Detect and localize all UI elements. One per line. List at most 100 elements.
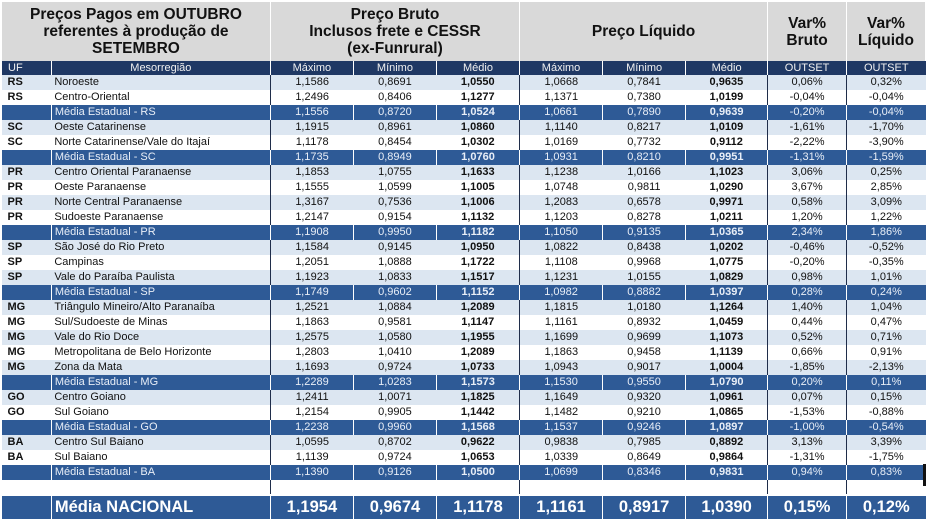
cell-mesorregiao: São José do Rio Preto bbox=[51, 240, 271, 255]
cell-bruto-minimo: 0,8406 bbox=[353, 90, 437, 105]
cell-bruto-maximo: 1,0595 bbox=[270, 435, 354, 450]
title-line: Preços Pagos em OUTUBRO bbox=[29, 6, 242, 23]
cell-uf: MG bbox=[1, 330, 52, 345]
cell-var-bruto: 3,06% bbox=[767, 165, 848, 180]
cell-var-liquido: -2,13% bbox=[846, 360, 926, 375]
cell-var-bruto: 0,98% bbox=[767, 270, 848, 285]
cell-bruto-maximo: 1,2411 bbox=[270, 390, 354, 405]
cell-uf: SP bbox=[1, 240, 52, 255]
cell-mesorregiao: Centro Goiano bbox=[51, 390, 271, 405]
column-header-bruto-minimo: Mínimo bbox=[352, 61, 437, 75]
cell-liquido-minimo: 0,9017 bbox=[602, 360, 686, 375]
cell-mesorregiao: Centro Sul Baiano bbox=[51, 435, 271, 450]
cell-liquido-medio: 0,9635 bbox=[685, 75, 769, 90]
cell-bruto-medio: 1,0950 bbox=[436, 240, 521, 255]
cell-liquido-medio: 0,8892 bbox=[685, 435, 769, 450]
cell-var-liquido: -1,75% bbox=[846, 450, 926, 465]
cell-uf: PR bbox=[1, 165, 52, 180]
spacer-cell bbox=[270, 480, 354, 495]
cell-bruto-maximo: 1,1923 bbox=[270, 270, 354, 285]
cell-bruto-minimo: 1,0888 bbox=[353, 255, 437, 270]
edge-bar bbox=[923, 464, 926, 486]
preco-bruto-header: Preço Bruto Inclusos frete e CESSR (ex-F… bbox=[269, 1, 521, 61]
column-header-bruto-medio: Médio bbox=[435, 61, 520, 75]
cell-bruto-maximo: 1,1863 bbox=[270, 315, 354, 330]
header-line: Líquido bbox=[858, 31, 914, 49]
cell-liquido-minimo: 0,8649 bbox=[602, 450, 686, 465]
cell-var-bruto: 0,58% bbox=[767, 195, 848, 210]
cell-bruto-maximo: 1,1556 bbox=[269, 105, 354, 120]
cell-liquido-minimo: 0,7890 bbox=[602, 105, 686, 120]
cell-bruto-medio: 1,1633 bbox=[436, 165, 521, 180]
cell-liquido-medio: 1,1023 bbox=[685, 165, 769, 180]
header-row-titles: Preços Pagos em OUTUBRO referentes à pro… bbox=[1, 1, 926, 61]
cell-bruto-medio: 1,1277 bbox=[436, 90, 521, 105]
table-row: GO Centro Goiano 1,2411 1,0071 1,1825 1,1649 0… bbox=[1, 390, 926, 405]
table-row: MG Metropolitana de Belo Horizonte 1,2803 1… bbox=[1, 345, 926, 360]
cell-liquido-medio: 1,0775 bbox=[685, 255, 769, 270]
cell-liquido-medio: 1,0365 bbox=[685, 225, 768, 240]
cell-bruto-minimo: 0,8702 bbox=[353, 435, 437, 450]
cell-uf bbox=[1, 375, 52, 390]
table-title: Preços Pagos em OUTUBRO referentes à pro… bbox=[1, 1, 271, 61]
cell-liquido-medio: 1,0829 bbox=[685, 270, 769, 285]
cell-uf: SP bbox=[1, 255, 52, 270]
cell-liquido-maximo: 1,1231 bbox=[519, 270, 603, 285]
cell-liquido-minimo: 0,9968 bbox=[602, 255, 686, 270]
spacer-cell bbox=[51, 480, 271, 495]
cell-var-liquido: 0,25% bbox=[846, 165, 926, 180]
cell-liquido-maximo: 1,0339 bbox=[519, 450, 603, 465]
cell-uf: PR bbox=[1, 180, 52, 195]
spacer-cell bbox=[1, 480, 52, 495]
cell-bruto-minimo: 0,8454 bbox=[353, 135, 437, 150]
column-header-row: UF Mesorregião Máximo Mínimo Médio Máxim… bbox=[1, 61, 926, 75]
cell-var-bruto: -1,00% bbox=[767, 420, 847, 435]
state-average-row: Média Estadual - GO 1,2238 0,9960 1,1568 1,1… bbox=[1, 420, 926, 435]
cell-bruto-minimo: 1,0410 bbox=[353, 345, 437, 360]
cell-liquido-minimo: 0,8346 bbox=[602, 465, 686, 480]
cell-var-liquido: -0,52% bbox=[846, 240, 926, 255]
cell-var-bruto: 0,66% bbox=[767, 345, 848, 360]
cell-bruto-medio: 1,1573 bbox=[435, 375, 520, 390]
header-line: Bruto bbox=[786, 31, 828, 49]
cell-var-bruto: -1,53% bbox=[767, 405, 848, 420]
cell-uf: BA bbox=[1, 450, 52, 465]
cell-mesorregiao: Oeste Catarinense bbox=[51, 120, 271, 135]
table-row: SC Norte Catarinense/Vale do Itajaí 1,1178… bbox=[1, 135, 926, 150]
cell-var-bruto: -0,20% bbox=[767, 105, 847, 120]
cell-bruto-medio: 1,1568 bbox=[435, 420, 520, 435]
state-average-row: Média Estadual - PR 1,1908 0,9950 1,1182 1,1… bbox=[1, 225, 926, 240]
cell-liquido-maximo: 1,1537 bbox=[519, 420, 603, 435]
cell-mesorregiao: Zona da Mata bbox=[51, 360, 271, 375]
cell-bruto-maximo: 1,1178 bbox=[270, 135, 354, 150]
cell-liquido-minimo: 0,6578 bbox=[602, 195, 686, 210]
cell-liquido-minimo: 0,9550 bbox=[602, 375, 686, 390]
header-line: (ex-Funrural) bbox=[347, 40, 443, 57]
cell-bruto-medio: 1,1517 bbox=[436, 270, 521, 285]
cell-var-bruto: 0,06% bbox=[767, 75, 848, 90]
cell-bruto-maximo: 1,2496 bbox=[270, 90, 354, 105]
cell-bruto-minimo: 1,0833 bbox=[353, 270, 437, 285]
cell-mesorregiao: Média Estadual - SC bbox=[50, 150, 271, 165]
cell-bruto-maximo: 1,1915 bbox=[270, 120, 354, 135]
cell-liquido-medio: 0,9639 bbox=[685, 105, 768, 120]
cell-liquido-minimo: 0,8932 bbox=[602, 315, 686, 330]
cell-bruto-medio: 1,1005 bbox=[436, 180, 521, 195]
column-header-liquido-minimo: Mínimo bbox=[602, 61, 686, 75]
cell-bruto-maximo: 1,1735 bbox=[269, 150, 354, 165]
column-header-liquido-maximo: Máximo bbox=[519, 61, 603, 75]
spacer-cell bbox=[353, 480, 437, 495]
cell-bruto-minimo: 0,9950 bbox=[352, 225, 437, 240]
cell-liquido-maximo: 1,1238 bbox=[519, 165, 603, 180]
cell-uf bbox=[1, 150, 52, 165]
spacer-cell bbox=[846, 480, 926, 495]
column-header-var-liquido: OUTSET bbox=[846, 61, 926, 75]
var-liquido-header: Var% Líquido bbox=[846, 1, 926, 61]
cell-uf: MG bbox=[1, 345, 52, 360]
table-row: MG Zona da Mata 1,1693 0,9724 1,0733 1,0943 0,… bbox=[1, 360, 926, 375]
cell-liquido-medio: 1,0865 bbox=[685, 405, 769, 420]
cell-liquido-medio: 1,0290 bbox=[685, 180, 769, 195]
cell-bruto-minimo: 0,9126 bbox=[352, 465, 437, 480]
column-header-bruto-maximo: Máximo bbox=[269, 61, 354, 75]
